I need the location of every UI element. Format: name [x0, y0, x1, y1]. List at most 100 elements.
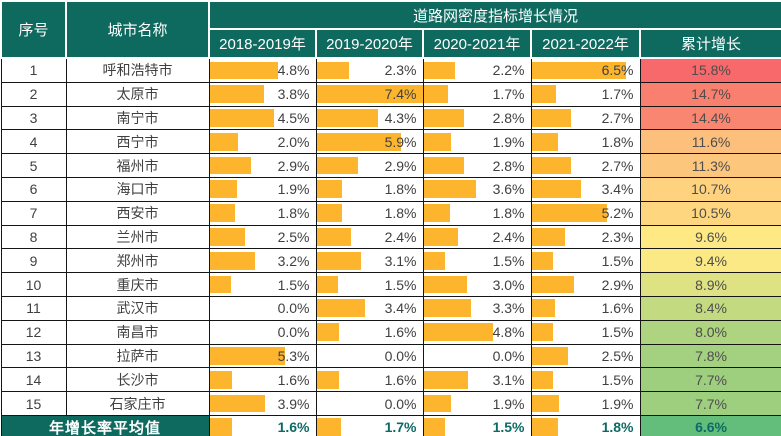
- value-cell[interactable]: 1.7%: [422, 81, 532, 107]
- cumulative-cell[interactable]: 10.7%: [639, 176, 781, 202]
- value-cell[interactable]: 1.9%: [422, 129, 532, 155]
- cumulative-cell[interactable]: 14.4%: [639, 105, 781, 131]
- cumulative-cell[interactable]: 11.6%: [639, 129, 781, 155]
- value-cell[interactable]: 3.4%: [315, 295, 424, 321]
- value-cell[interactable]: 2.9%: [315, 153, 424, 178]
- value-cell[interactable]: 1.5%: [530, 248, 641, 274]
- row-index-cell[interactable]: 5: [0, 153, 67, 178]
- value-cell[interactable]: 0.0%: [315, 391, 424, 416]
- summary-value-cell[interactable]: 1.7%: [315, 414, 424, 436]
- value-cell[interactable]: 2.2%: [422, 57, 532, 83]
- value-cell[interactable]: 1.5%: [422, 248, 532, 274]
- summary-value-cell[interactable]: 1.8%: [530, 414, 641, 436]
- value-cell[interactable]: 1.7%: [530, 81, 641, 107]
- row-index-cell[interactable]: 8: [0, 224, 67, 250]
- value-cell[interactable]: 4.5%: [208, 105, 317, 131]
- row-city-cell[interactable]: 石家庄市: [65, 391, 210, 416]
- header-year-2018-2019[interactable]: 2018-2019年: [208, 28, 317, 59]
- value-cell[interactable]: 2.4%: [315, 224, 424, 250]
- cumulative-cell[interactable]: 14.7%: [639, 81, 781, 107]
- row-index-cell[interactable]: 3: [0, 105, 67, 131]
- value-cell[interactable]: 1.9%: [422, 391, 532, 416]
- value-cell[interactable]: 2.8%: [422, 153, 532, 178]
- value-cell[interactable]: 0.0%: [422, 343, 532, 369]
- cumulative-cell[interactable]: 9.4%: [639, 248, 781, 274]
- value-cell[interactable]: 3.0%: [422, 272, 532, 297]
- row-index-cell[interactable]: 6: [0, 176, 67, 202]
- value-cell[interactable]: 1.8%: [315, 200, 424, 226]
- cumulative-cell[interactable]: 15.8%: [639, 57, 781, 83]
- cumulative-cell[interactable]: 8.9%: [639, 272, 781, 297]
- cumulative-cell[interactable]: 9.6%: [639, 224, 781, 250]
- value-cell[interactable]: 1.6%: [530, 295, 641, 321]
- value-cell[interactable]: 1.8%: [530, 129, 641, 155]
- row-index-cell[interactable]: 12: [0, 319, 67, 345]
- value-cell[interactable]: 1.9%: [530, 391, 641, 416]
- header-year-2019-2020[interactable]: 2019-2020年: [315, 28, 424, 59]
- value-cell[interactable]: 1.8%: [422, 200, 532, 226]
- cumulative-cell[interactable]: 11.3%: [639, 153, 781, 178]
- row-city-cell[interactable]: 重庆市: [65, 272, 210, 297]
- value-cell[interactable]: 2.5%: [208, 224, 317, 250]
- row-city-cell[interactable]: 西安市: [65, 200, 210, 226]
- row-city-cell[interactable]: 南昌市: [65, 319, 210, 345]
- value-cell[interactable]: 0.0%: [315, 343, 424, 369]
- header-cumulative[interactable]: 累计增长: [638, 28, 781, 59]
- value-cell[interactable]: 2.8%: [422, 105, 532, 131]
- value-cell[interactable]: 2.0%: [208, 129, 317, 155]
- value-cell[interactable]: 2.7%: [530, 105, 641, 131]
- value-cell[interactable]: 3.1%: [315, 248, 424, 274]
- summary-value-cell[interactable]: 1.6%: [208, 414, 317, 436]
- value-cell[interactable]: 4.3%: [315, 105, 424, 131]
- value-cell[interactable]: 2.3%: [530, 224, 641, 250]
- value-cell[interactable]: 1.5%: [530, 319, 641, 345]
- value-cell[interactable]: 1.5%: [208, 272, 317, 297]
- value-cell[interactable]: 1.5%: [315, 272, 424, 297]
- row-city-cell[interactable]: 海口市: [65, 176, 210, 202]
- summary-label-cell[interactable]: 年增长率平均值: [0, 414, 210, 436]
- row-city-cell[interactable]: 武汉市: [65, 295, 210, 321]
- cumulative-cell[interactable]: 7.8%: [639, 343, 781, 369]
- row-city-cell[interactable]: 太原市: [65, 81, 210, 107]
- value-cell[interactable]: 4.8%: [208, 57, 317, 83]
- row-index-cell[interactable]: 4: [0, 129, 67, 155]
- header-city[interactable]: 城市名称: [65, 0, 210, 59]
- value-cell[interactable]: 3.2%: [208, 248, 317, 274]
- value-cell[interactable]: 3.4%: [530, 176, 641, 202]
- value-cell[interactable]: 3.8%: [208, 81, 317, 107]
- row-city-cell[interactable]: 兰州市: [65, 224, 210, 250]
- cumulative-cell[interactable]: 10.5%: [639, 200, 781, 226]
- row-index-cell[interactable]: 13: [0, 343, 67, 369]
- value-cell[interactable]: 2.7%: [530, 153, 641, 178]
- value-cell[interactable]: 1.6%: [208, 367, 317, 393]
- row-city-cell[interactable]: 呼和浩特市: [65, 57, 210, 83]
- header-index[interactable]: 序号: [0, 0, 67, 59]
- value-cell[interactable]: 5.9%: [315, 129, 424, 155]
- cumulative-cell[interactable]: 7.7%: [639, 391, 781, 416]
- value-cell[interactable]: 1.9%: [208, 176, 317, 202]
- value-cell[interactable]: 6.5%: [530, 57, 641, 83]
- row-index-cell[interactable]: 10: [0, 272, 67, 297]
- row-index-cell[interactable]: 7: [0, 200, 67, 226]
- row-city-cell[interactable]: 拉萨市: [65, 343, 210, 369]
- value-cell[interactable]: 1.8%: [315, 176, 424, 202]
- value-cell[interactable]: 1.5%: [530, 367, 641, 393]
- summary-value-cell[interactable]: 1.5%: [422, 414, 532, 436]
- value-cell[interactable]: 2.4%: [422, 224, 532, 250]
- row-index-cell[interactable]: 1: [0, 57, 67, 83]
- row-index-cell[interactable]: 11: [0, 295, 67, 321]
- value-cell[interactable]: 2.9%: [530, 272, 641, 297]
- value-cell[interactable]: 3.3%: [422, 295, 532, 321]
- value-cell[interactable]: 2.9%: [208, 153, 317, 178]
- cumulative-cell[interactable]: 8.0%: [639, 319, 781, 345]
- summary-cumulative-cell[interactable]: 6.6%: [639, 414, 781, 436]
- row-city-cell[interactable]: 西宁市: [65, 129, 210, 155]
- header-year-2020-2021[interactable]: 2020-2021年: [422, 28, 532, 59]
- cumulative-cell[interactable]: 7.7%: [639, 367, 781, 393]
- value-cell[interactable]: 4.8%: [422, 319, 532, 345]
- row-index-cell[interactable]: 15: [0, 391, 67, 416]
- value-cell[interactable]: 3.1%: [422, 367, 532, 393]
- value-cell[interactable]: 7.4%: [315, 81, 424, 107]
- value-cell[interactable]: 2.3%: [315, 57, 424, 83]
- row-city-cell[interactable]: 南宁市: [65, 105, 210, 131]
